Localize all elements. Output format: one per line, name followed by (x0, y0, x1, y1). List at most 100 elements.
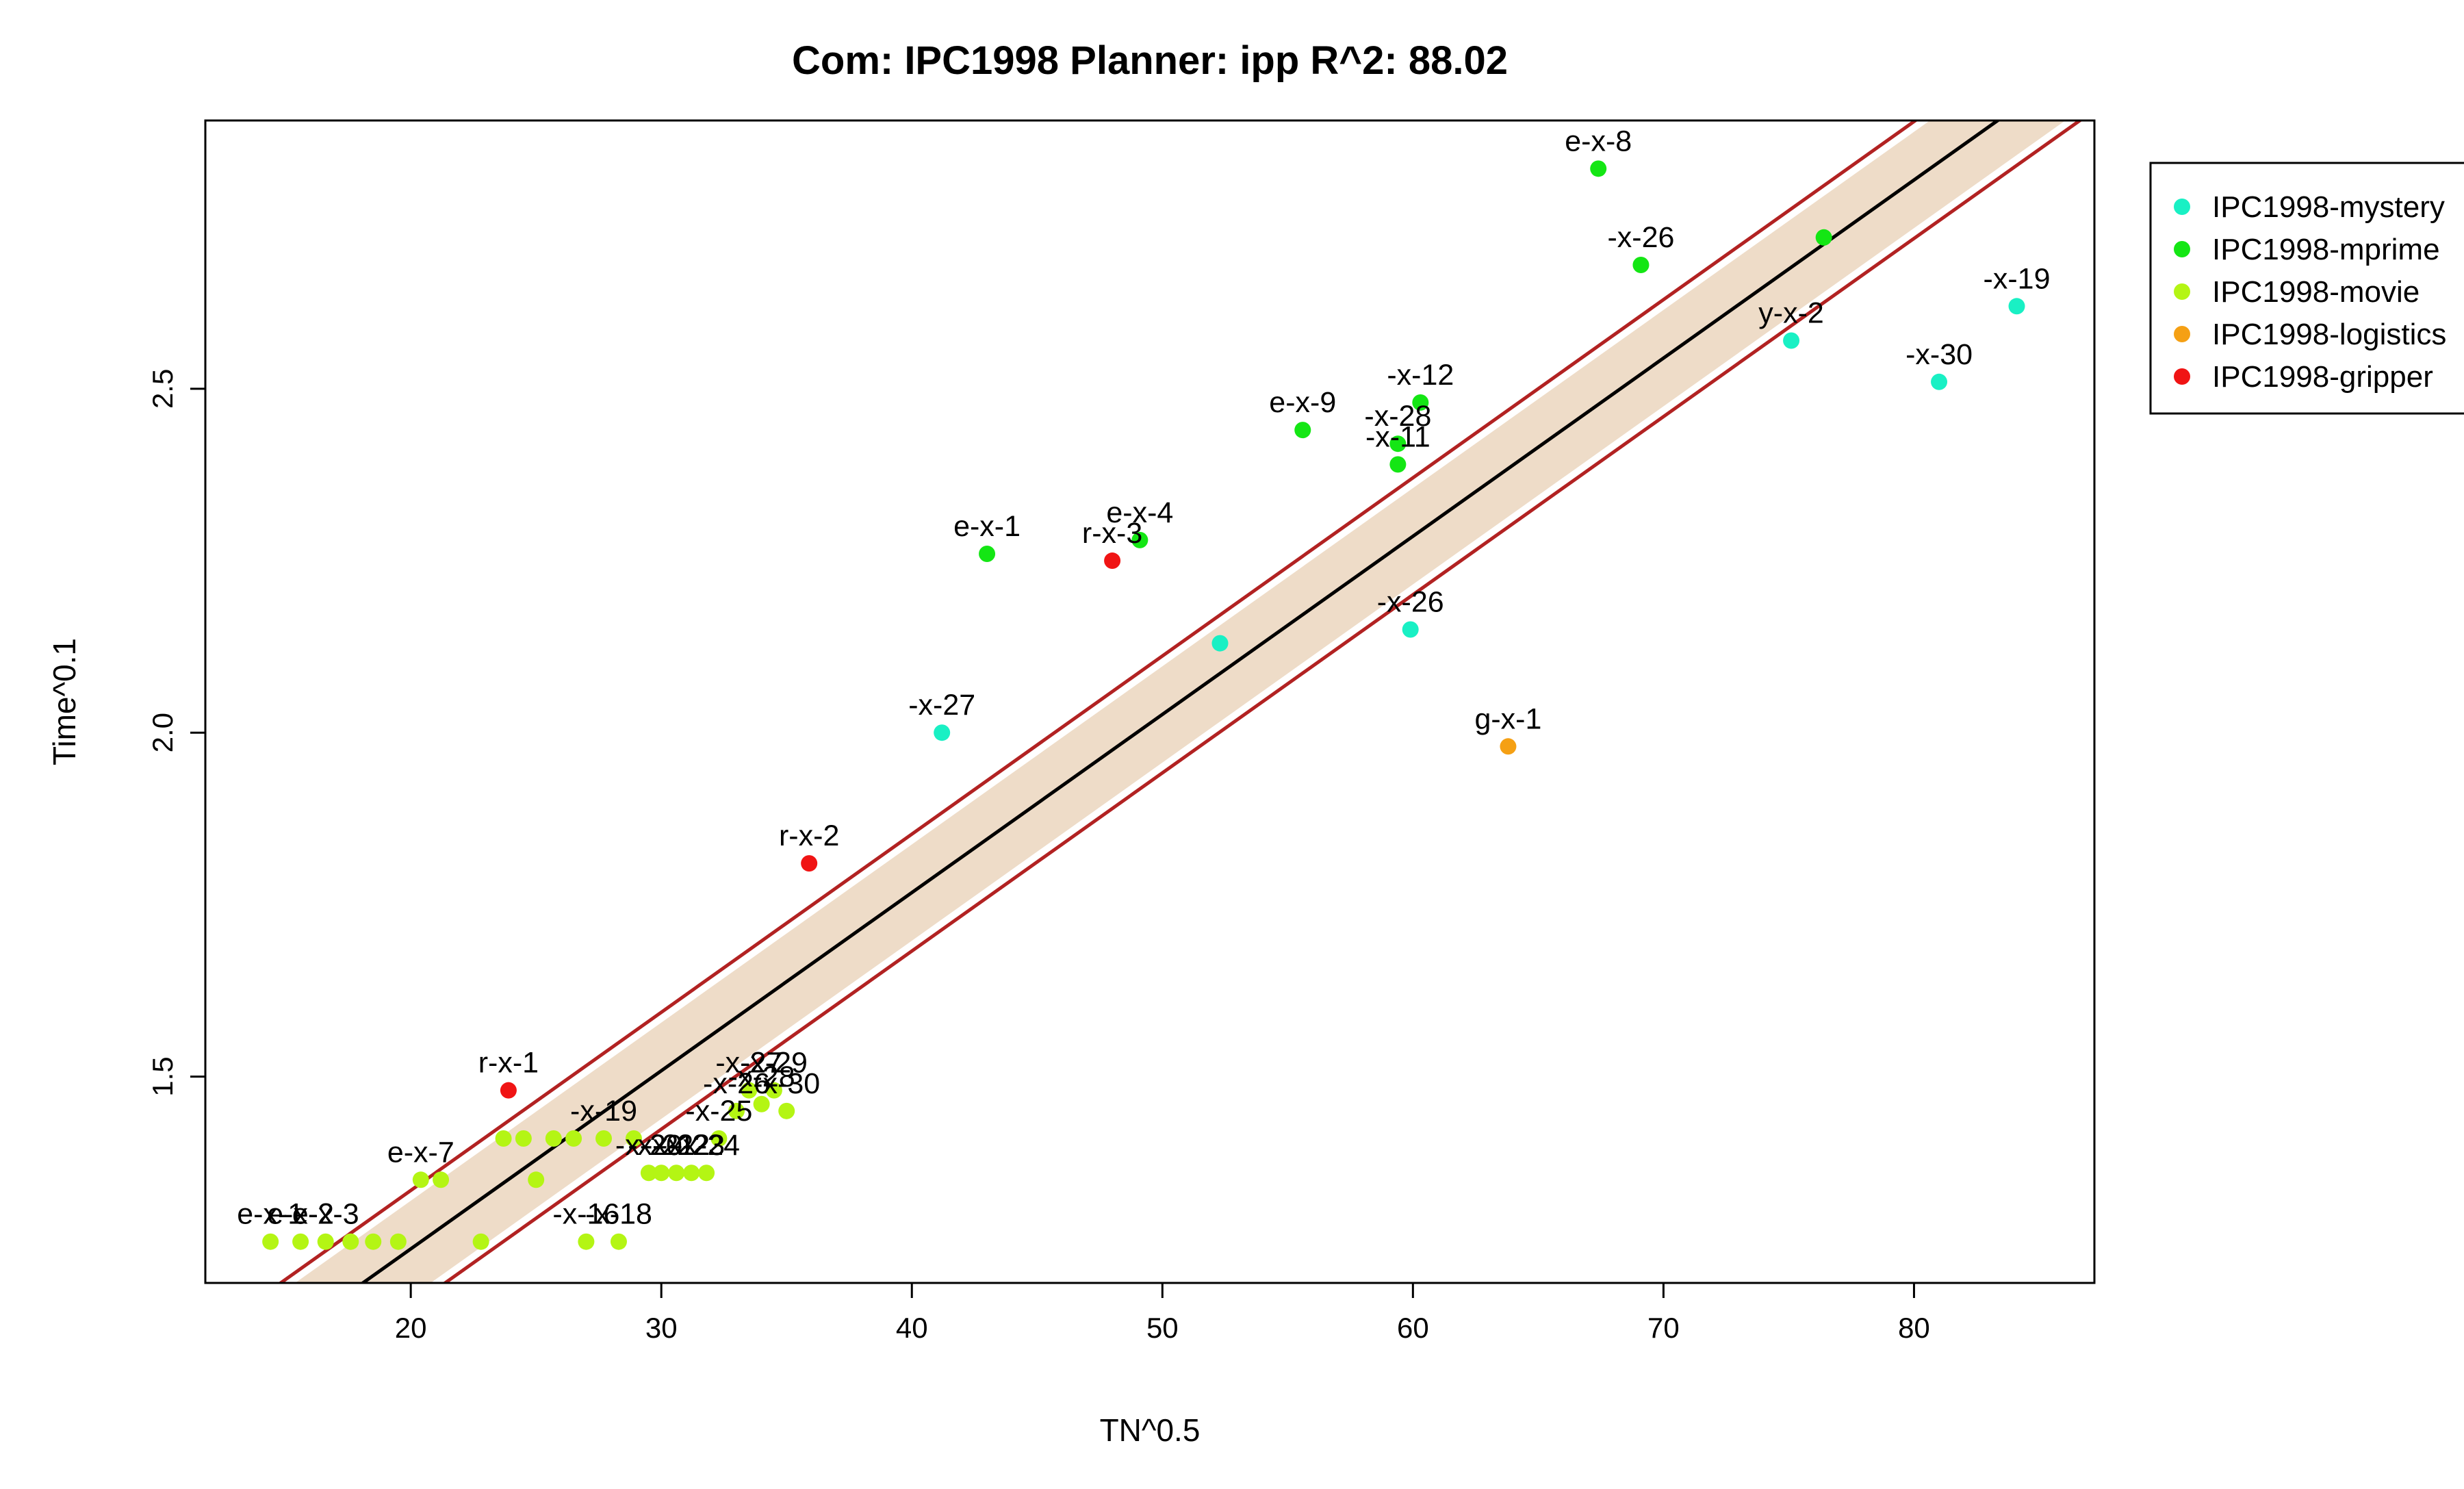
point-label: -x-27 (908, 689, 975, 722)
point-label: g-x-1 (1474, 702, 1541, 735)
point-label: e-x-9 (1269, 386, 1336, 419)
regression-line (359, 120, 2001, 1283)
point-label: y-x-2 (1758, 297, 1824, 330)
data-point (668, 1165, 685, 1182)
data-point (979, 545, 996, 562)
point-label: -x-26 (1377, 586, 1444, 619)
legend-box (2149, 162, 2464, 415)
data-point (934, 724, 951, 741)
point-label: -x-21 (628, 1129, 695, 1162)
data-point (1931, 373, 1948, 390)
data-point (625, 1130, 642, 1147)
data-point (610, 1233, 627, 1250)
point-label: e-x-2 (267, 1198, 334, 1231)
data-point (1389, 435, 1407, 453)
data-point (292, 1233, 309, 1250)
upper-band-line (277, 120, 1918, 1283)
data-point (1389, 456, 1407, 473)
data-point (778, 1102, 795, 1119)
legend-label: IPC1998-movie (2212, 275, 2420, 309)
point-label: -x-11 (1365, 420, 1430, 453)
data-point (365, 1233, 382, 1250)
point-label: e-x-1 (953, 510, 1021, 543)
legend: IPC1998-mystery IPC1998-mprime IPC1998-mov… (2149, 162, 2464, 415)
legend-marker (2174, 368, 2190, 385)
point-label: -x-30 (1905, 338, 1973, 371)
lower-band-line (442, 120, 2083, 1283)
data-point (765, 1082, 782, 1099)
point-label: r-x-3 (1082, 517, 1142, 550)
x-tick-label: 20 (395, 1312, 427, 1344)
point-label: e-x-7 (387, 1136, 454, 1169)
point-label: -x-16 (552, 1198, 619, 1231)
y-tick-label: 2.5 (146, 369, 179, 409)
data-point (515, 1130, 532, 1147)
data-point (545, 1130, 562, 1147)
point-label: -x-20 (615, 1129, 682, 1162)
data-point (801, 855, 818, 872)
point-label: -x-23 (658, 1129, 725, 1162)
data-points (262, 160, 2025, 1250)
y-tick-label: 1.5 (146, 1056, 179, 1096)
axes: 20 30 40 50 60 70 80 1.5 2.0 2.5 (146, 369, 1930, 1344)
legend-label: IPC1998-logistics (2212, 318, 2446, 351)
data-point (710, 1130, 728, 1147)
data-point (1104, 552, 1121, 570)
data-point (472, 1233, 489, 1250)
regression-band (277, 120, 2083, 1283)
x-tick-label: 80 (1898, 1312, 1930, 1344)
data-point (653, 1165, 670, 1182)
data-point (1294, 422, 1311, 439)
point-label: -x-19 (570, 1095, 637, 1128)
point-label: -x-18 (585, 1198, 652, 1231)
x-tick-label: 70 (1647, 1312, 1680, 1344)
legend-marker (2174, 326, 2190, 342)
point-label: -x-26 (703, 1067, 770, 1100)
data-point (578, 1233, 595, 1250)
legend-label: IPC1998-mprime (2212, 233, 2440, 266)
data-point (1783, 332, 1800, 349)
data-point (389, 1233, 407, 1250)
data-point (728, 1102, 745, 1119)
point-label: e-x-3 (292, 1198, 359, 1231)
data-point (698, 1165, 715, 1182)
x-tick-label: 30 (645, 1312, 678, 1344)
data-point (1402, 621, 1419, 638)
data-point (433, 1171, 450, 1188)
data-point (565, 1130, 582, 1147)
point-label: -x-28 (728, 1060, 795, 1093)
x-tick-label: 40 (896, 1312, 928, 1344)
data-point (528, 1171, 545, 1188)
point-label: -x-26 (1607, 221, 1674, 254)
point-label: -x-30 (753, 1067, 820, 1100)
data-point (741, 1082, 758, 1099)
point-label: e-x-8 (1565, 125, 1632, 157)
data-point (317, 1233, 334, 1250)
legend-marker (2174, 241, 2190, 257)
point-label: r-x-1 (478, 1047, 539, 1080)
data-point (500, 1082, 517, 1099)
point-label: -x-19 (1984, 262, 2051, 295)
point-label: -x-24 (673, 1129, 740, 1162)
data-point (1632, 256, 1650, 273)
data-point (1590, 160, 1607, 177)
data-point (753, 1095, 770, 1112)
x-tick-label: 50 (1146, 1312, 1179, 1344)
point-label: -x-25 (685, 1095, 752, 1128)
point-label: -x-28 (1364, 400, 1431, 433)
x-tick-label: 60 (1397, 1312, 1429, 1344)
legend-label: IPC1998-mystery (2212, 190, 2445, 224)
legend-label: IPC1998-gripper (2212, 360, 2433, 394)
data-point (1131, 531, 1148, 548)
point-label: -x-22 (643, 1129, 710, 1162)
point-label: -x-12 (1387, 359, 1454, 392)
point-label: e-x-4 (1106, 496, 1173, 529)
data-point (262, 1233, 279, 1250)
data-point (412, 1171, 429, 1188)
point-label: -x-29 (741, 1047, 808, 1080)
chart-title: Com: IPC1998 Planner: ipp R^2: 88.02 (792, 38, 1508, 83)
point-labels: -x-19y-x-2-x-30-x-26-x-27e-x-8-x-26-x-12… (237, 125, 2050, 1230)
data-point (495, 1130, 512, 1147)
data-point (595, 1130, 613, 1147)
